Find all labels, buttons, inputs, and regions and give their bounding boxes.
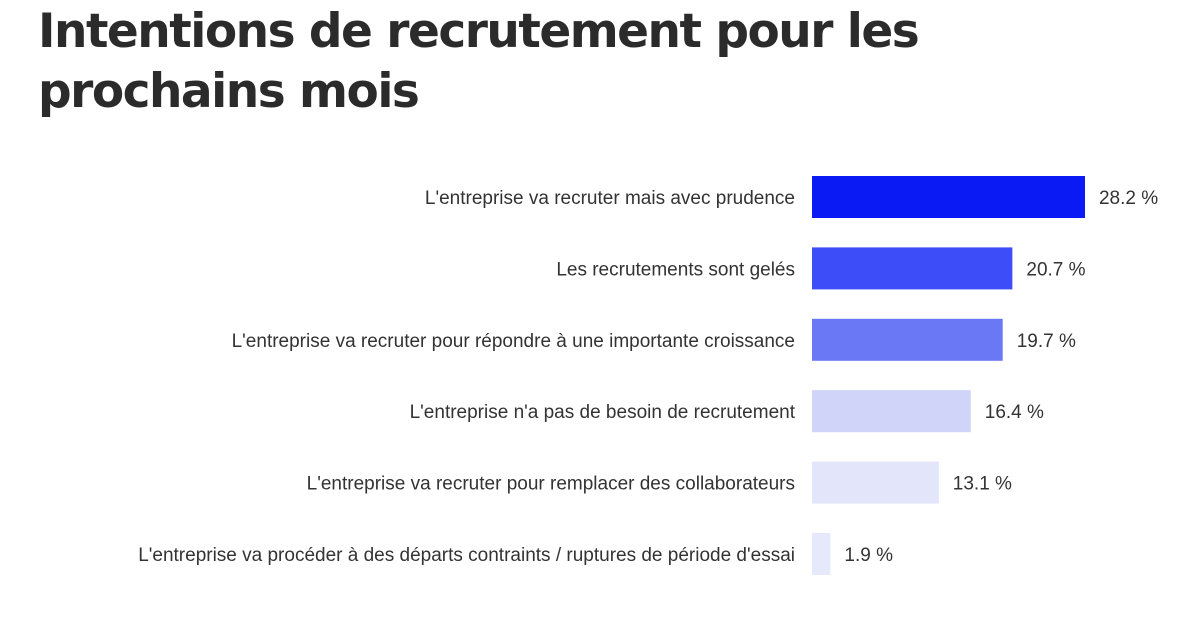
bar [812,247,1013,290]
category-label: L'entreprise va procéder à des départs c… [138,545,795,566]
bar [812,390,971,433]
category-label: L'entreprise va recruter pour remplacer … [307,474,795,495]
category-label: L'entreprise n'a pas de besoin de recrut… [410,402,796,423]
category-label: Les recrutements sont gelés [556,259,795,280]
data-label: 19.7 % [1017,331,1076,352]
data-label: 13.1 % [953,474,1012,495]
chart-title: Intentions de recrutement pour les proch… [38,4,920,119]
data-label: 28.2 % [1099,188,1158,209]
category-label: L'entreprise va recruter pour répondre à… [232,331,795,352]
bar [812,318,1003,361]
bar [812,461,939,504]
data-label: 16.4 % [985,402,1044,423]
category-label: L'entreprise va recruter mais avec prude… [425,188,795,209]
data-label: 20.7 % [1026,259,1085,280]
bar [812,533,831,575]
data-label: 1.9 % [844,545,893,566]
bar [812,176,1085,218]
